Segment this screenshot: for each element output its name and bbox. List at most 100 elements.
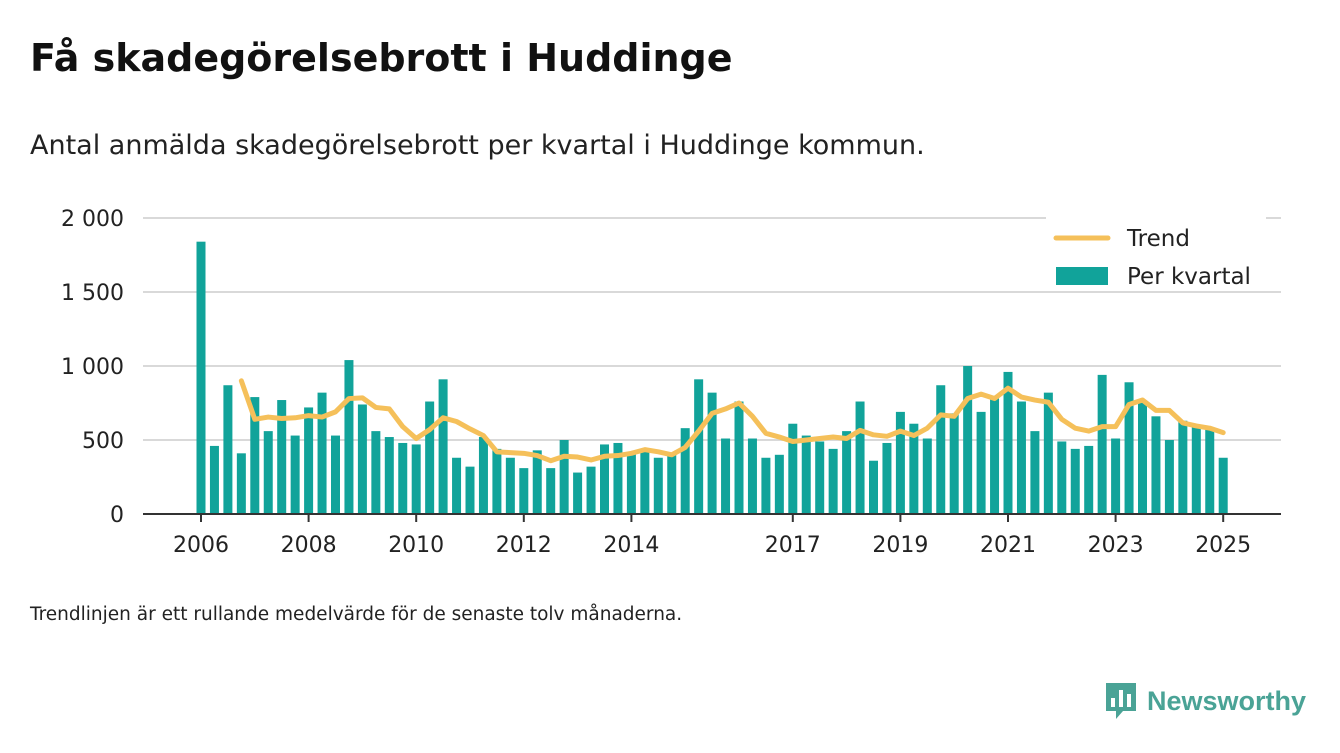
x-tick-label: 2006 [173,533,229,558]
bar [236,453,246,514]
x-tick-label: 2021 [980,533,1036,558]
chart-title: Få skadegörelsebrott i Huddinge [30,36,733,80]
bar [1084,445,1094,514]
bar [317,392,327,514]
footnote: Trendlinjen är ett rullande medelvärde f… [30,604,683,625]
x-tick-label: 2014 [603,533,659,558]
legend: Trend Per kvartal [1046,216,1266,290]
bar [505,457,515,514]
bar [842,431,852,514]
bar [209,445,219,514]
y-tick-label: 2 000 [61,207,124,232]
legend-bar-label: Per kvartal [1127,264,1251,290]
bars [196,241,1228,514]
bar [815,441,825,514]
bar [371,431,381,514]
brand: Newsworthy [1103,681,1306,721]
x-tick-label: 2012 [496,533,552,558]
bar [721,438,731,514]
bar [1124,382,1134,514]
bar [949,413,959,514]
bar [196,241,206,514]
bar [976,411,986,514]
y-tick-label: 0 [110,503,124,528]
trend-line [238,378,1226,464]
bar [492,448,502,514]
x-tick-label: 2025 [1195,533,1251,558]
bar [357,404,367,514]
bar [707,392,717,514]
x-tick-label: 2010 [388,533,444,558]
bar [680,428,690,514]
bar [263,431,273,514]
bar [1205,428,1215,514]
bar [922,438,932,514]
bar [667,454,677,514]
bar [425,401,435,514]
bar [1043,392,1053,514]
bar [869,460,878,514]
bar [478,437,488,514]
bar [936,385,946,514]
x-axis-ticks: 2006 2008 2010 2012 2014 2017 2019 2021 2023 2025 [173,514,1251,558]
bar [895,411,905,514]
x-tick-label: 2017 [765,533,821,558]
bar [1138,401,1147,514]
bar [963,366,973,514]
bar [532,450,542,514]
bar [1164,440,1174,514]
bar [1178,420,1188,514]
bar [1111,438,1121,514]
bar [1057,441,1067,514]
x-tick-label: 2019 [872,533,928,558]
bar [734,401,744,514]
bar [747,438,757,514]
bar [1151,416,1161,514]
bar [653,457,663,514]
y-axis-labels: 0 500 1 000 1 500 2 000 [61,207,124,528]
bar [774,454,784,514]
bar [828,448,838,514]
bar [573,472,583,514]
bar [1218,457,1228,514]
bar [290,435,300,514]
bar [559,440,569,514]
y-tick-label: 500 [82,429,124,454]
bar-line-chart: 0 500 1 000 1 500 2 000 2006 2008 2010 2012 2014… [61,207,1281,558]
bar [694,379,704,514]
bar [344,360,354,514]
bar [1097,374,1107,514]
bar [331,435,340,514]
bar [1191,426,1201,514]
bar [398,442,408,514]
bar [384,437,394,514]
bar [1016,401,1026,514]
legend-trend-label: Trend [1126,226,1190,252]
bar [761,457,771,514]
bar [613,442,623,514]
bar [626,453,636,514]
x-tick-label: 2023 [1088,533,1144,558]
bar [1030,431,1040,514]
bar [546,468,556,514]
bar [600,444,609,514]
bar [640,451,650,514]
bar [250,397,260,514]
bar [223,385,233,514]
y-tick-label: 1 000 [61,355,124,380]
bar [990,398,1000,514]
legend-bar-swatch [1056,267,1108,285]
bar [586,466,596,514]
y-tick-label: 1 500 [61,281,124,306]
newsworthy-logo-icon [1105,683,1136,719]
bar [909,423,919,514]
bar [855,401,865,514]
chart-subtitle: Antal anmälda skadegörelsebrott per kvar… [30,130,925,161]
bar [788,423,798,514]
x-tick-label: 2008 [281,533,337,558]
bar [465,466,475,514]
bar [1003,371,1013,514]
bar [452,457,462,514]
bar [801,435,811,514]
brand-name: Newsworthy [1146,685,1306,716]
